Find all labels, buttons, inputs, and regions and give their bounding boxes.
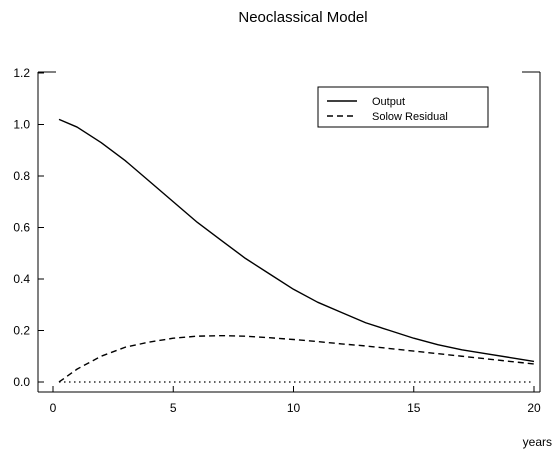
series-layer [58,118,535,383]
x-axis: 0 5 10 15 20 [50,386,541,415]
legend-label: Output [372,96,405,108]
x-tick-label: 20 [527,401,541,415]
plot-frame [37,71,541,393]
x-tick-label: 10 [287,401,301,415]
y-tick-label: 0.4 [13,272,30,286]
y-tick-label: 0.6 [13,221,30,235]
legend-box [317,86,489,128]
y-tick-label: 1.2 [13,66,30,80]
series-line-output [58,118,535,363]
x-tick-label: 15 [407,401,421,415]
y-axis: 0.0 0.2 0.4 0.6 0.8 1.0 1.2 [13,66,44,389]
x-axis-label: years [523,435,552,449]
legend-label: Solow Residual [372,111,448,123]
chart-title: Neoclassical Model [238,9,367,26]
x-tick-label: 0 [50,401,57,415]
y-tick-label: 0.8 [13,169,30,183]
series-line-solow-residual [58,334,535,383]
y-tick-label: 1.0 [13,118,30,132]
y-tick-label: 0.2 [13,324,30,338]
y-tick-label: 0.0 [13,375,30,389]
x-tick-label: 5 [170,401,177,415]
legend: Output Solow Residual [317,86,489,128]
